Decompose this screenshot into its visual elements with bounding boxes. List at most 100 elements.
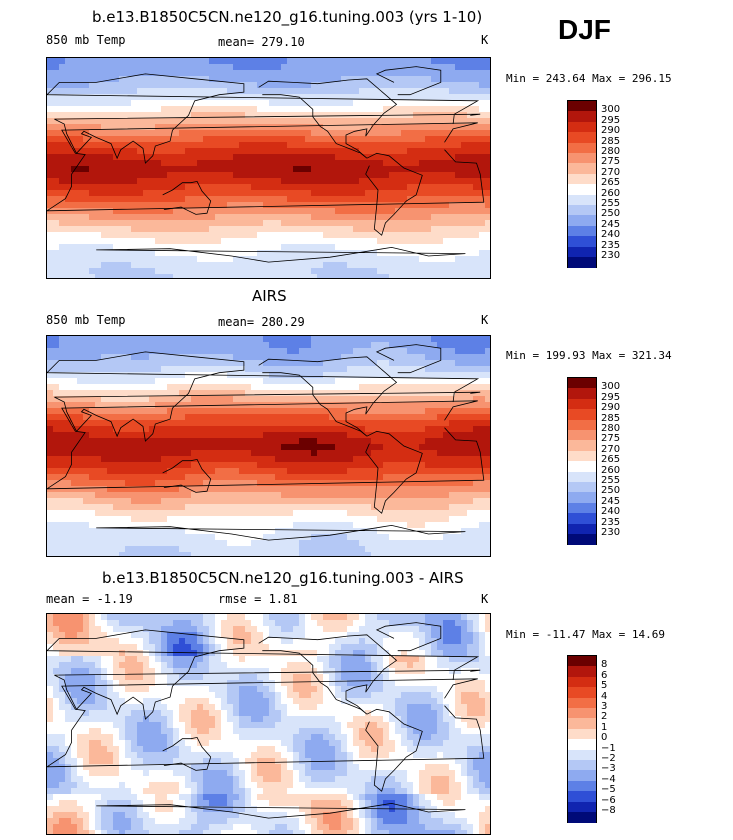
field-cell — [71, 360, 78, 367]
field-cell — [251, 450, 258, 457]
field-cell — [251, 112, 258, 119]
field-cell — [311, 232, 318, 239]
field-cell — [59, 70, 66, 77]
field-cell — [383, 268, 390, 275]
colorbar-frame — [567, 100, 597, 269]
field-cell — [473, 208, 480, 215]
field-cell — [47, 462, 54, 469]
field-cell — [113, 510, 120, 517]
field-cell — [287, 94, 294, 101]
field-cell — [317, 444, 324, 451]
field-cell — [425, 378, 432, 385]
field-cell — [161, 118, 168, 125]
field-cell — [317, 268, 324, 275]
field-cell — [425, 58, 432, 65]
field-cell — [443, 118, 450, 125]
field-cell — [251, 190, 258, 197]
field-cell — [305, 498, 312, 505]
field-cell — [389, 348, 396, 355]
field-cell — [149, 112, 156, 119]
field-cell — [341, 94, 348, 101]
field-cell — [335, 148, 342, 155]
field-cell — [473, 226, 480, 233]
field-cell — [299, 456, 306, 463]
field-cell — [401, 232, 408, 239]
field-cell — [269, 100, 276, 107]
field-cell — [215, 202, 222, 209]
field-cell — [359, 426, 366, 433]
field-cell — [455, 372, 462, 379]
field-cell — [401, 124, 408, 131]
field-cell — [155, 100, 162, 107]
field-cell — [359, 396, 366, 403]
field-cell — [389, 372, 396, 379]
field-cell — [479, 262, 486, 269]
field-cell — [305, 58, 312, 65]
field-cell — [359, 268, 366, 275]
field-cell — [185, 106, 192, 113]
field-cell — [341, 456, 348, 463]
field-cell — [71, 510, 78, 517]
field-cell — [149, 336, 156, 343]
field-cell — [209, 354, 216, 361]
field-cell — [419, 202, 426, 209]
field-cell — [191, 480, 198, 487]
field-cell — [275, 160, 282, 167]
field-cell — [305, 390, 312, 397]
field-cell — [179, 336, 186, 343]
field-cell — [371, 474, 378, 481]
field-cell — [419, 378, 426, 385]
field-cell — [389, 166, 396, 173]
field-cell — [107, 268, 114, 275]
field-cell — [329, 390, 336, 397]
field-cell — [251, 390, 258, 397]
field-cell — [323, 456, 330, 463]
field-cell — [179, 408, 186, 415]
field-cell — [71, 378, 78, 385]
field-cell — [419, 504, 426, 511]
field-cell — [365, 124, 372, 131]
field-cell — [89, 208, 96, 215]
field-cell — [233, 366, 240, 373]
field-cell — [419, 444, 426, 451]
field-cell — [53, 202, 60, 209]
field-cell — [347, 256, 354, 263]
field-cell — [359, 100, 366, 107]
field-cell — [95, 196, 102, 203]
field-cell — [227, 456, 234, 463]
field-cell — [71, 450, 78, 457]
field-cell — [365, 348, 372, 355]
field-cell — [185, 510, 192, 517]
field-cell — [461, 238, 468, 245]
field-cell — [137, 136, 144, 143]
field-cell — [359, 220, 366, 227]
field-cell — [407, 130, 414, 137]
field-cell — [431, 486, 438, 493]
field-cell — [239, 474, 246, 481]
field-cell — [425, 414, 432, 421]
field-cell — [89, 256, 96, 263]
field-cell — [323, 214, 330, 221]
field-cell — [347, 480, 354, 487]
field-cell — [377, 58, 384, 65]
field-cell — [233, 58, 240, 65]
field-cell — [197, 510, 204, 517]
field-cell — [485, 124, 490, 131]
field-cell — [227, 444, 234, 451]
field-cell — [359, 178, 366, 185]
field-cell — [467, 504, 474, 511]
field-cell — [425, 262, 432, 269]
field-cell — [311, 256, 318, 263]
field-cell — [65, 420, 72, 427]
field-cell — [287, 88, 294, 95]
field-cell — [371, 468, 378, 475]
field-cell — [305, 184, 312, 191]
field-cell — [395, 408, 402, 415]
field-cell — [281, 402, 288, 409]
field-cell — [227, 244, 234, 251]
field-cell — [221, 148, 228, 155]
field-cell — [113, 232, 120, 239]
field-cell — [329, 250, 336, 257]
field-cell — [311, 76, 318, 83]
field-cell — [377, 226, 384, 233]
